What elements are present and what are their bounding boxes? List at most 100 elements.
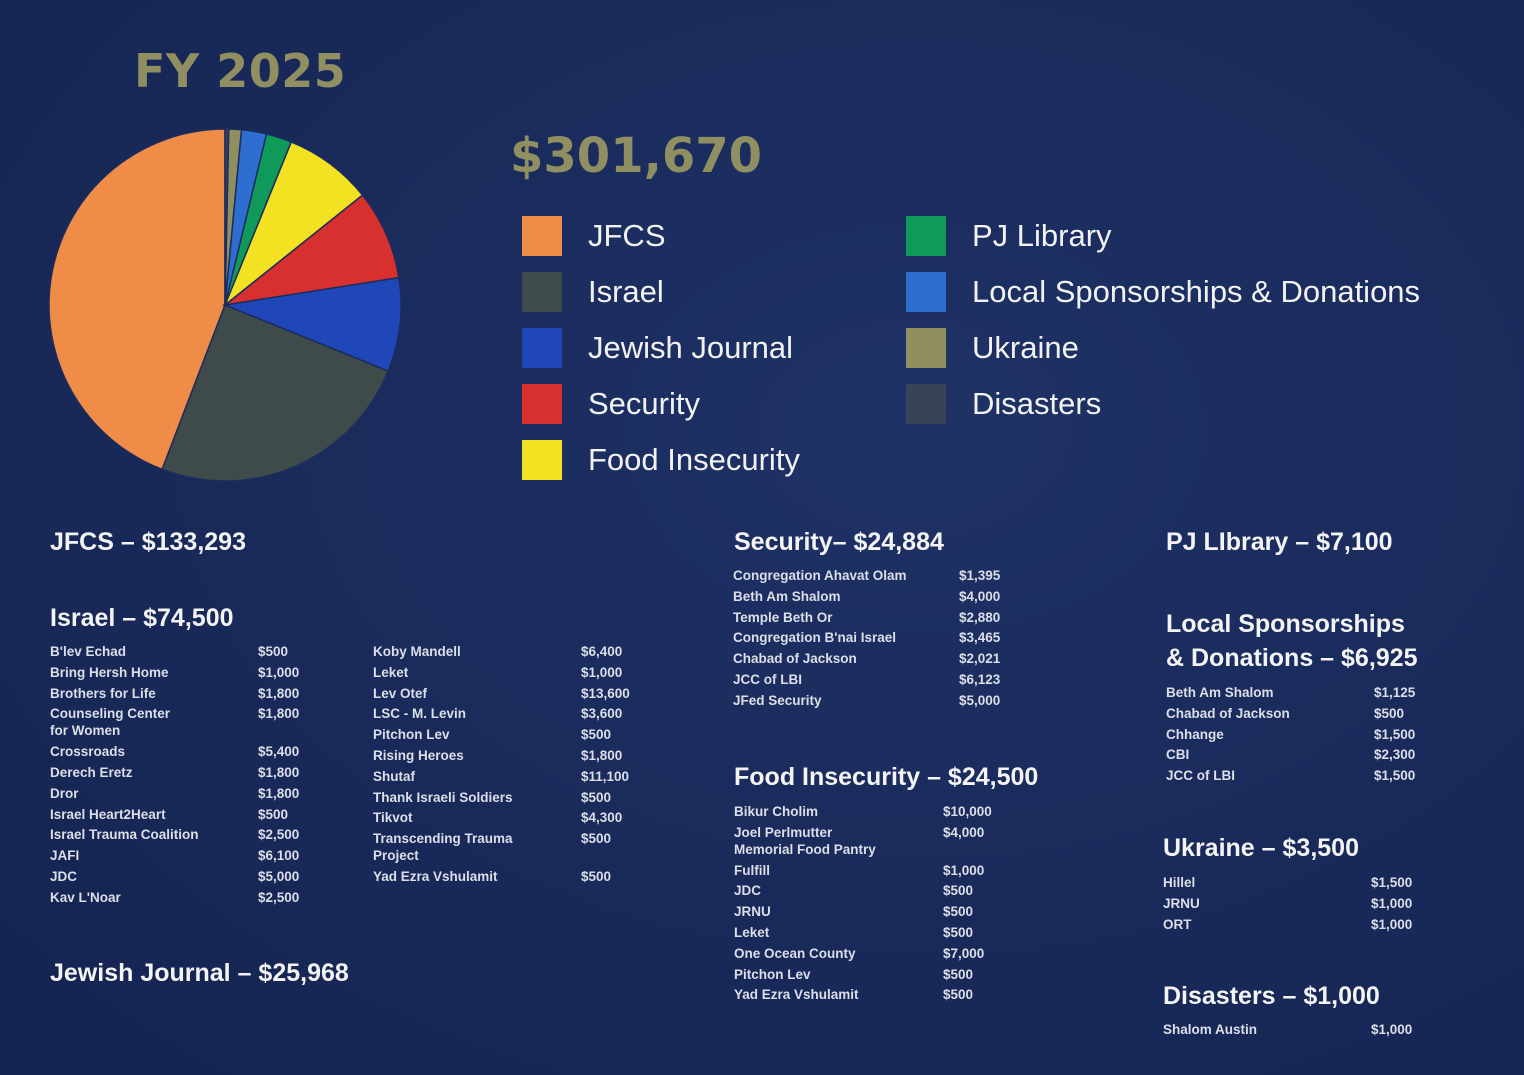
table-row: Bring Hersh Home $1,000	[50, 664, 330, 681]
row-name: Shutaf	[373, 768, 415, 784]
table-row: JFed Security $5,000	[733, 692, 1033, 709]
table-row: Counseling Center for Women $1,800	[50, 705, 330, 739]
legend-swatch	[522, 328, 562, 368]
local-sponsorships-table: Beth Am Shalom $1,125 Chabad of Jackson $50…	[1166, 684, 1446, 788]
row-amount: $1,800	[258, 764, 300, 780]
row-amount: $5,000	[959, 692, 1001, 708]
row-name: Fulfill	[734, 862, 770, 878]
disasters-table: Shalom Austin $1,000	[1163, 1021, 1443, 1042]
row-name: Derech Eretz	[50, 764, 133, 780]
row-amount: $2,300	[1374, 747, 1416, 763]
local-sponsorships-title-line1: Local Sponsorships	[1166, 610, 1405, 638]
row-name: Yad Ezra Vshulamit	[373, 868, 498, 884]
pie-slice-disasters	[224, 128, 230, 306]
table-row: Hillel $1,500	[1163, 874, 1443, 891]
row-name: One Ocean County	[734, 945, 856, 961]
legend-swatch	[906, 272, 946, 312]
row-name: Beth Am Shalom	[733, 588, 841, 604]
row-name: Tikvot	[373, 810, 413, 826]
legend-label: Ukraine	[972, 330, 1079, 365]
row-name: LSC - M. Levin	[373, 706, 467, 722]
table-row: One Ocean County $7,000	[734, 945, 1024, 962]
legend-label: Security	[588, 386, 700, 421]
legend-label: PJ Library	[972, 218, 1112, 253]
row-name: JDC	[734, 883, 762, 899]
israel-table-col1: B'lev Echad $500 Bring Hersh Home $1,000 Bro…	[50, 643, 330, 910]
pie-slice-israel	[161, 304, 390, 482]
jfcs-title: JFCS – $133,293	[50, 528, 246, 556]
row-name: Brothers for Life	[50, 685, 156, 701]
row-amount: $1,000	[1371, 916, 1413, 932]
row-amount: $6,100	[258, 848, 300, 864]
table-row: ORT $1,000	[1163, 916, 1443, 933]
row-amount: $500	[581, 831, 612, 847]
row-name: B'lev Echad	[50, 644, 126, 659]
legend-label: Israel	[588, 274, 664, 309]
row-amount: $4,300	[581, 810, 623, 826]
legend-item-israel: Israel	[522, 270, 664, 314]
row-amount: $500	[581, 789, 612, 805]
row-name: Bring Hersh Home	[50, 664, 169, 680]
legend-item-jfcs: JFCS	[522, 214, 666, 258]
table-row: Chabad of Jackson $500	[1166, 705, 1446, 722]
table-row: Bikur Cholim $10,000	[734, 803, 1024, 820]
row-name: Congregation B'nai Israel	[733, 630, 896, 646]
table-row: Thank Israeli Soldiers $500	[373, 789, 663, 806]
row-name: Crossroads	[50, 744, 126, 760]
table-row: Pitchon Lev $500	[373, 726, 663, 743]
israel-table-col2: Koby Mandell $6,400 Leket $1,000 Lev Otef $13…	[373, 643, 663, 889]
row-name: Hillel	[1163, 875, 1196, 890]
table-row: Beth Am Shalom $4,000	[733, 588, 1033, 605]
row-name: Dror	[50, 785, 79, 801]
ukraine-title: Ukraine – $3,500	[1163, 834, 1359, 862]
row-amount: $1,395	[959, 568, 1001, 583]
legend-item-pj-library: PJ Library	[906, 214, 1112, 258]
table-row: Rising Heroes $1,800	[373, 747, 663, 764]
table-row: Israel Trauma Coalition $2,500	[50, 826, 330, 843]
row-amount: $500	[943, 924, 974, 940]
table-row: Lev Otef $13,600	[373, 685, 663, 702]
table-row: Chhange $1,500	[1166, 726, 1446, 743]
legend-label: Local Sponsorships & Donations	[972, 274, 1421, 309]
row-amount: $1,000	[581, 664, 623, 680]
legend-item-ukraine: Ukraine	[906, 326, 1079, 370]
row-amount: $13,600	[581, 685, 630, 701]
legend-item-jewish-journal: Jewish Journal	[522, 326, 793, 370]
row-name: Temple Beth Or	[733, 609, 833, 625]
total-amount: $301,670	[510, 128, 763, 184]
table-row: JDC $500	[734, 882, 1024, 899]
row-amount: $2,021	[959, 651, 1001, 667]
row-amount: $1,800	[258, 706, 300, 722]
table-row: Shalom Austin $1,000	[1163, 1021, 1443, 1038]
pie-slice-jewish-journal	[222, 276, 402, 372]
legend-label: Jewish Journal	[588, 330, 794, 365]
row-amount: $500	[1374, 705, 1405, 721]
row-amount: $1,000	[943, 862, 985, 878]
pie-chart	[48, 128, 402, 482]
row-amount: $6,400	[581, 644, 623, 659]
row-name: Congregation Ahavat Olam	[733, 568, 907, 583]
row-name: Pitchon Lev	[734, 966, 811, 982]
row-name: JRNU	[1163, 895, 1200, 911]
row-amount: $1,800	[581, 747, 623, 763]
row-amount: $1,500	[1371, 875, 1413, 890]
row-name: Kav L'Noar	[50, 889, 121, 905]
row-amount: $1,125	[1374, 685, 1416, 700]
row-name: Shalom Austin	[1163, 1022, 1258, 1037]
food-insecurity-title: Food Insecurity – $24,500	[734, 763, 1039, 791]
row-name: Israel Heart2Heart	[50, 806, 166, 822]
table-row: Brothers for Life $1,800	[50, 685, 330, 702]
table-row: JDC $5,000	[50, 868, 330, 885]
table-row: Congregation Ahavat Olam $1,395	[733, 567, 1033, 584]
row-name: Leket	[734, 924, 770, 940]
legend-item-food-insecurity: Food Insecurity	[522, 438, 800, 482]
table-row: Koby Mandell $6,400	[373, 643, 663, 660]
row-amount: $500	[943, 966, 974, 982]
table-row: Temple Beth Or $2,880	[733, 609, 1033, 626]
pie-slice-food-insecurity	[223, 140, 364, 308]
row-amount: $1,000	[1371, 1022, 1413, 1037]
table-row: JAFI $6,100	[50, 847, 330, 864]
row-amount: $11,100	[581, 768, 630, 784]
security-title: Security– $24,884	[734, 528, 944, 556]
row-amount: $1,800	[258, 685, 300, 701]
